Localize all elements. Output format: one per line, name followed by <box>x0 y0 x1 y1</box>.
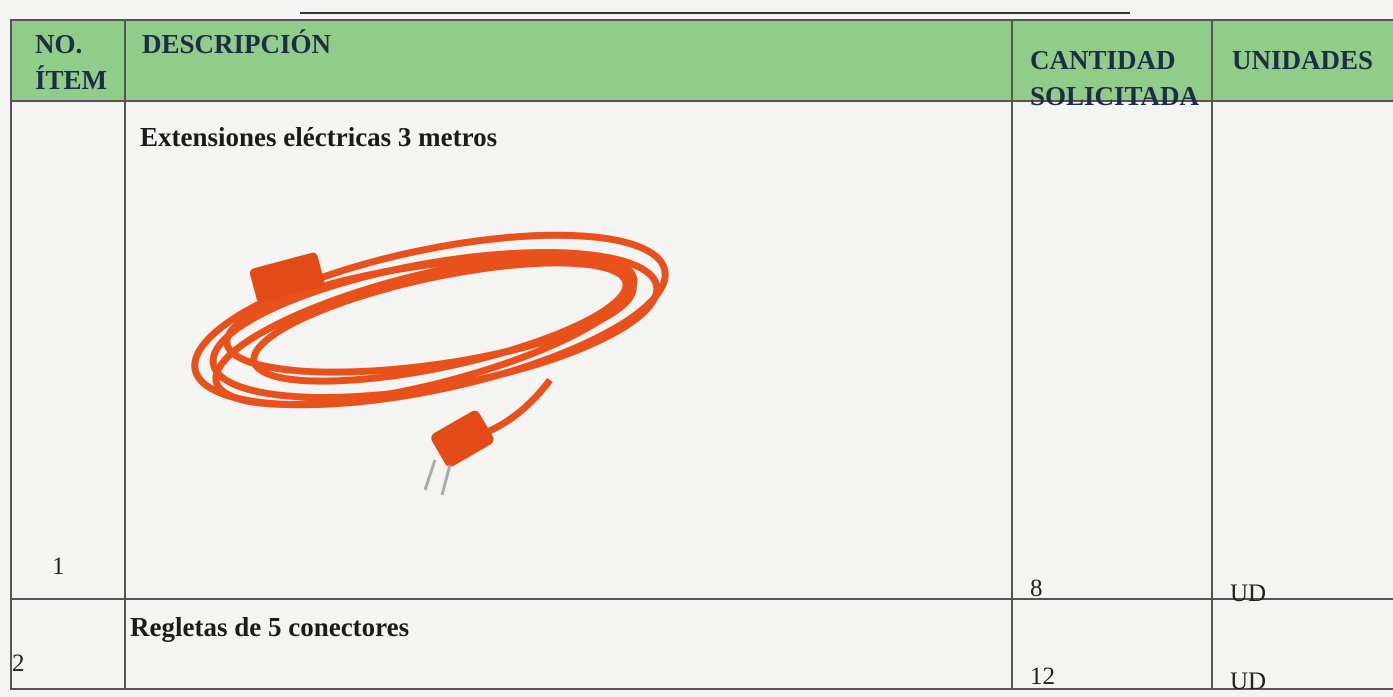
rule <box>10 598 1393 600</box>
rule <box>10 19 1393 21</box>
header-cell: CANTIDAD SOLICITADA <box>1030 45 1200 111</box>
quantity: 12 <box>1030 663 1055 690</box>
item-number: 1 <box>52 553 65 580</box>
item-number: 2 <box>12 650 25 677</box>
rule <box>1211 19 1213 690</box>
socket <box>249 252 325 303</box>
units: UD <box>1230 668 1267 695</box>
title-strip <box>300 0 1130 14</box>
rule <box>10 688 1393 690</box>
rule <box>1011 19 1013 690</box>
header-cell: DESCRIPCIÓN <box>142 29 332 59</box>
header-band <box>10 20 1393 100</box>
cable-image <box>191 231 669 496</box>
rule <box>124 19 126 690</box>
plug <box>431 410 494 467</box>
description: Regletas de 5 conectores <box>130 612 410 642</box>
units: UD <box>1230 580 1267 607</box>
rule <box>10 19 12 690</box>
quantity: 8 <box>1030 575 1043 602</box>
header-cell: UNIDADES <box>1232 45 1374 75</box>
rule <box>10 100 1393 102</box>
header-cell: NO. ÍTEM <box>35 29 108 95</box>
description: Extensiones eléctricas 3 metros <box>140 122 498 152</box>
